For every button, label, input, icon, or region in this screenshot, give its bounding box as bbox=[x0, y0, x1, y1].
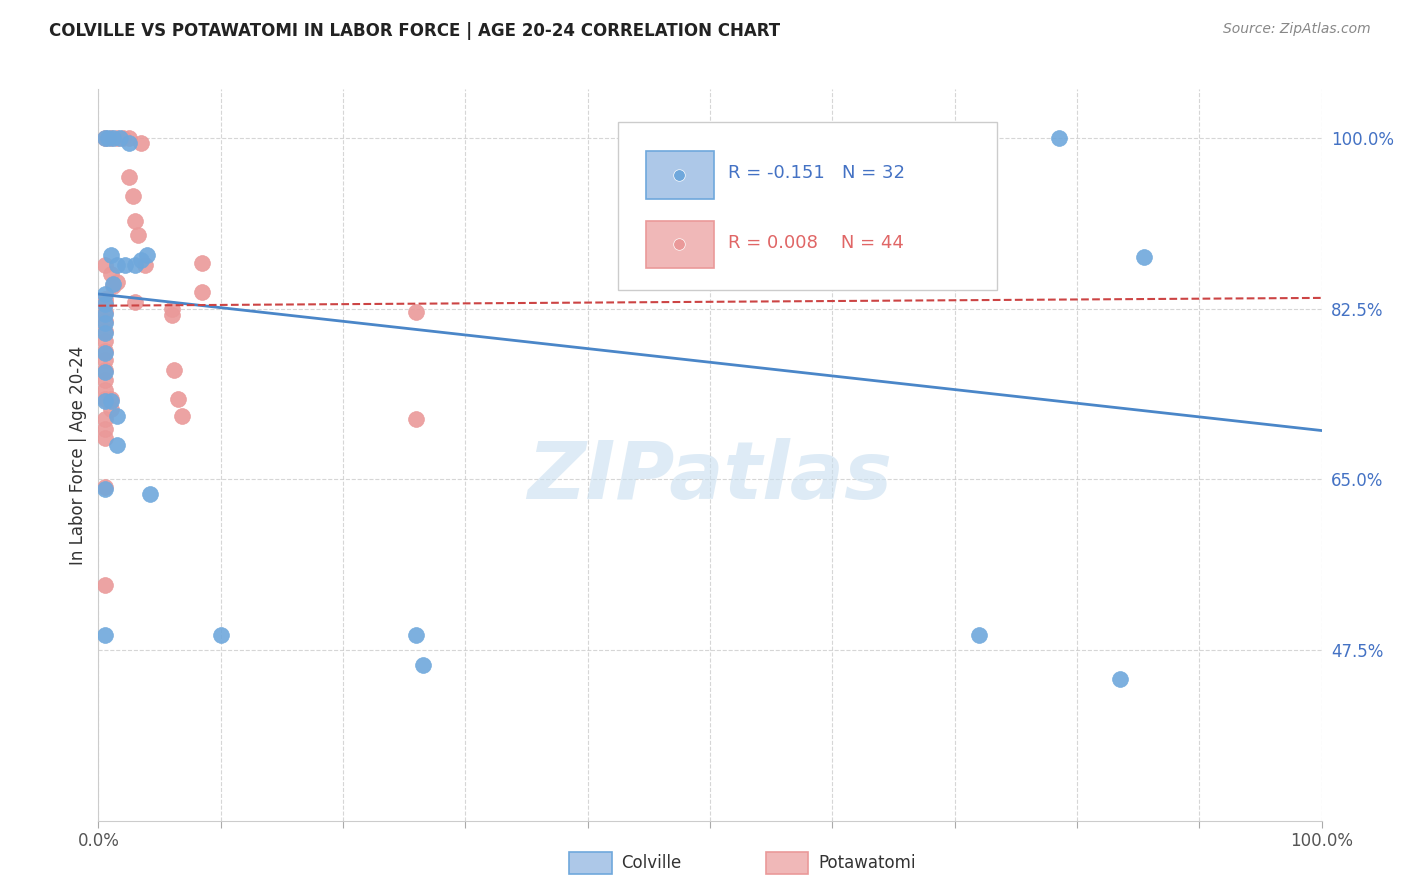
Point bbox=[93, 363, 115, 377]
Point bbox=[93, 353, 115, 368]
Point bbox=[93, 131, 115, 145]
Point bbox=[93, 421, 115, 435]
Point bbox=[93, 480, 115, 494]
Text: Potawatomi: Potawatomi bbox=[818, 855, 915, 872]
Point bbox=[100, 268, 122, 282]
Point bbox=[100, 402, 122, 417]
Point bbox=[93, 324, 115, 338]
Point bbox=[110, 131, 132, 145]
Point bbox=[118, 169, 141, 184]
Point bbox=[93, 297, 115, 311]
Text: COLVILLE VS POTAWATOMI IN LABOR FORCE | AGE 20-24 CORRELATION CHART: COLVILLE VS POTAWATOMI IN LABOR FORCE | … bbox=[49, 22, 780, 40]
Point bbox=[101, 131, 124, 145]
Point bbox=[101, 277, 124, 292]
Point bbox=[93, 304, 115, 318]
Point bbox=[967, 628, 990, 642]
Point bbox=[93, 294, 115, 309]
Text: Colville: Colville bbox=[621, 855, 682, 872]
FancyBboxPatch shape bbox=[647, 221, 714, 268]
Point bbox=[93, 394, 115, 409]
Point bbox=[160, 309, 183, 323]
Point bbox=[93, 345, 115, 359]
Point bbox=[105, 131, 128, 145]
Point bbox=[93, 258, 115, 272]
Point bbox=[100, 392, 122, 407]
Point bbox=[93, 292, 115, 306]
Point bbox=[124, 258, 146, 272]
Text: R = -0.151   N = 32: R = -0.151 N = 32 bbox=[728, 164, 905, 182]
Point bbox=[93, 365, 115, 379]
Point bbox=[1047, 131, 1070, 145]
Point bbox=[127, 228, 149, 243]
Point bbox=[101, 279, 124, 293]
Point bbox=[129, 136, 152, 150]
Point bbox=[209, 628, 232, 642]
Point bbox=[668, 245, 690, 260]
Point bbox=[163, 363, 186, 377]
Point bbox=[405, 628, 427, 642]
Point bbox=[1133, 250, 1156, 264]
Point bbox=[699, 250, 721, 264]
Point bbox=[136, 248, 159, 262]
Point bbox=[93, 287, 115, 301]
Point bbox=[97, 131, 120, 145]
FancyBboxPatch shape bbox=[647, 152, 714, 199]
Point bbox=[93, 628, 115, 642]
Point bbox=[100, 248, 122, 262]
Point bbox=[134, 258, 156, 272]
Point bbox=[118, 136, 141, 150]
Point bbox=[105, 409, 128, 423]
Point bbox=[93, 431, 115, 445]
Point bbox=[100, 131, 122, 145]
Point bbox=[93, 373, 115, 387]
Point bbox=[717, 250, 740, 264]
Point bbox=[93, 392, 115, 407]
Point bbox=[93, 383, 115, 397]
Text: R = 0.008    N = 44: R = 0.008 N = 44 bbox=[728, 234, 904, 252]
Point bbox=[93, 306, 115, 320]
Text: Source: ZipAtlas.com: Source: ZipAtlas.com bbox=[1223, 22, 1371, 37]
Point bbox=[114, 258, 136, 272]
Point bbox=[405, 304, 427, 318]
Point bbox=[118, 131, 141, 145]
Point bbox=[1108, 672, 1130, 686]
Point bbox=[93, 131, 115, 145]
Point bbox=[93, 314, 115, 328]
Point bbox=[129, 252, 152, 267]
Point bbox=[111, 131, 134, 145]
Point bbox=[93, 343, 115, 358]
Point bbox=[894, 214, 917, 228]
Point bbox=[93, 326, 115, 340]
Point bbox=[93, 577, 115, 591]
Point bbox=[121, 189, 143, 203]
Point bbox=[139, 487, 162, 501]
Y-axis label: In Labor Force | Age 20-24: In Labor Force | Age 20-24 bbox=[69, 345, 87, 565]
Point bbox=[412, 657, 434, 672]
Point bbox=[93, 482, 115, 496]
Point bbox=[124, 214, 146, 228]
Point bbox=[124, 294, 146, 309]
Point bbox=[93, 412, 115, 426]
Point bbox=[668, 337, 690, 351]
FancyBboxPatch shape bbox=[619, 122, 997, 291]
Point bbox=[160, 301, 183, 316]
Point bbox=[105, 258, 128, 272]
Text: ZIPatlas: ZIPatlas bbox=[527, 438, 893, 516]
Point bbox=[167, 392, 190, 407]
Point bbox=[191, 285, 214, 299]
Point bbox=[93, 334, 115, 348]
Point bbox=[105, 275, 128, 289]
Point bbox=[405, 412, 427, 426]
Point bbox=[100, 394, 122, 409]
Point bbox=[191, 256, 214, 270]
Point bbox=[105, 438, 128, 452]
Point bbox=[93, 316, 115, 330]
Point bbox=[170, 409, 193, 423]
